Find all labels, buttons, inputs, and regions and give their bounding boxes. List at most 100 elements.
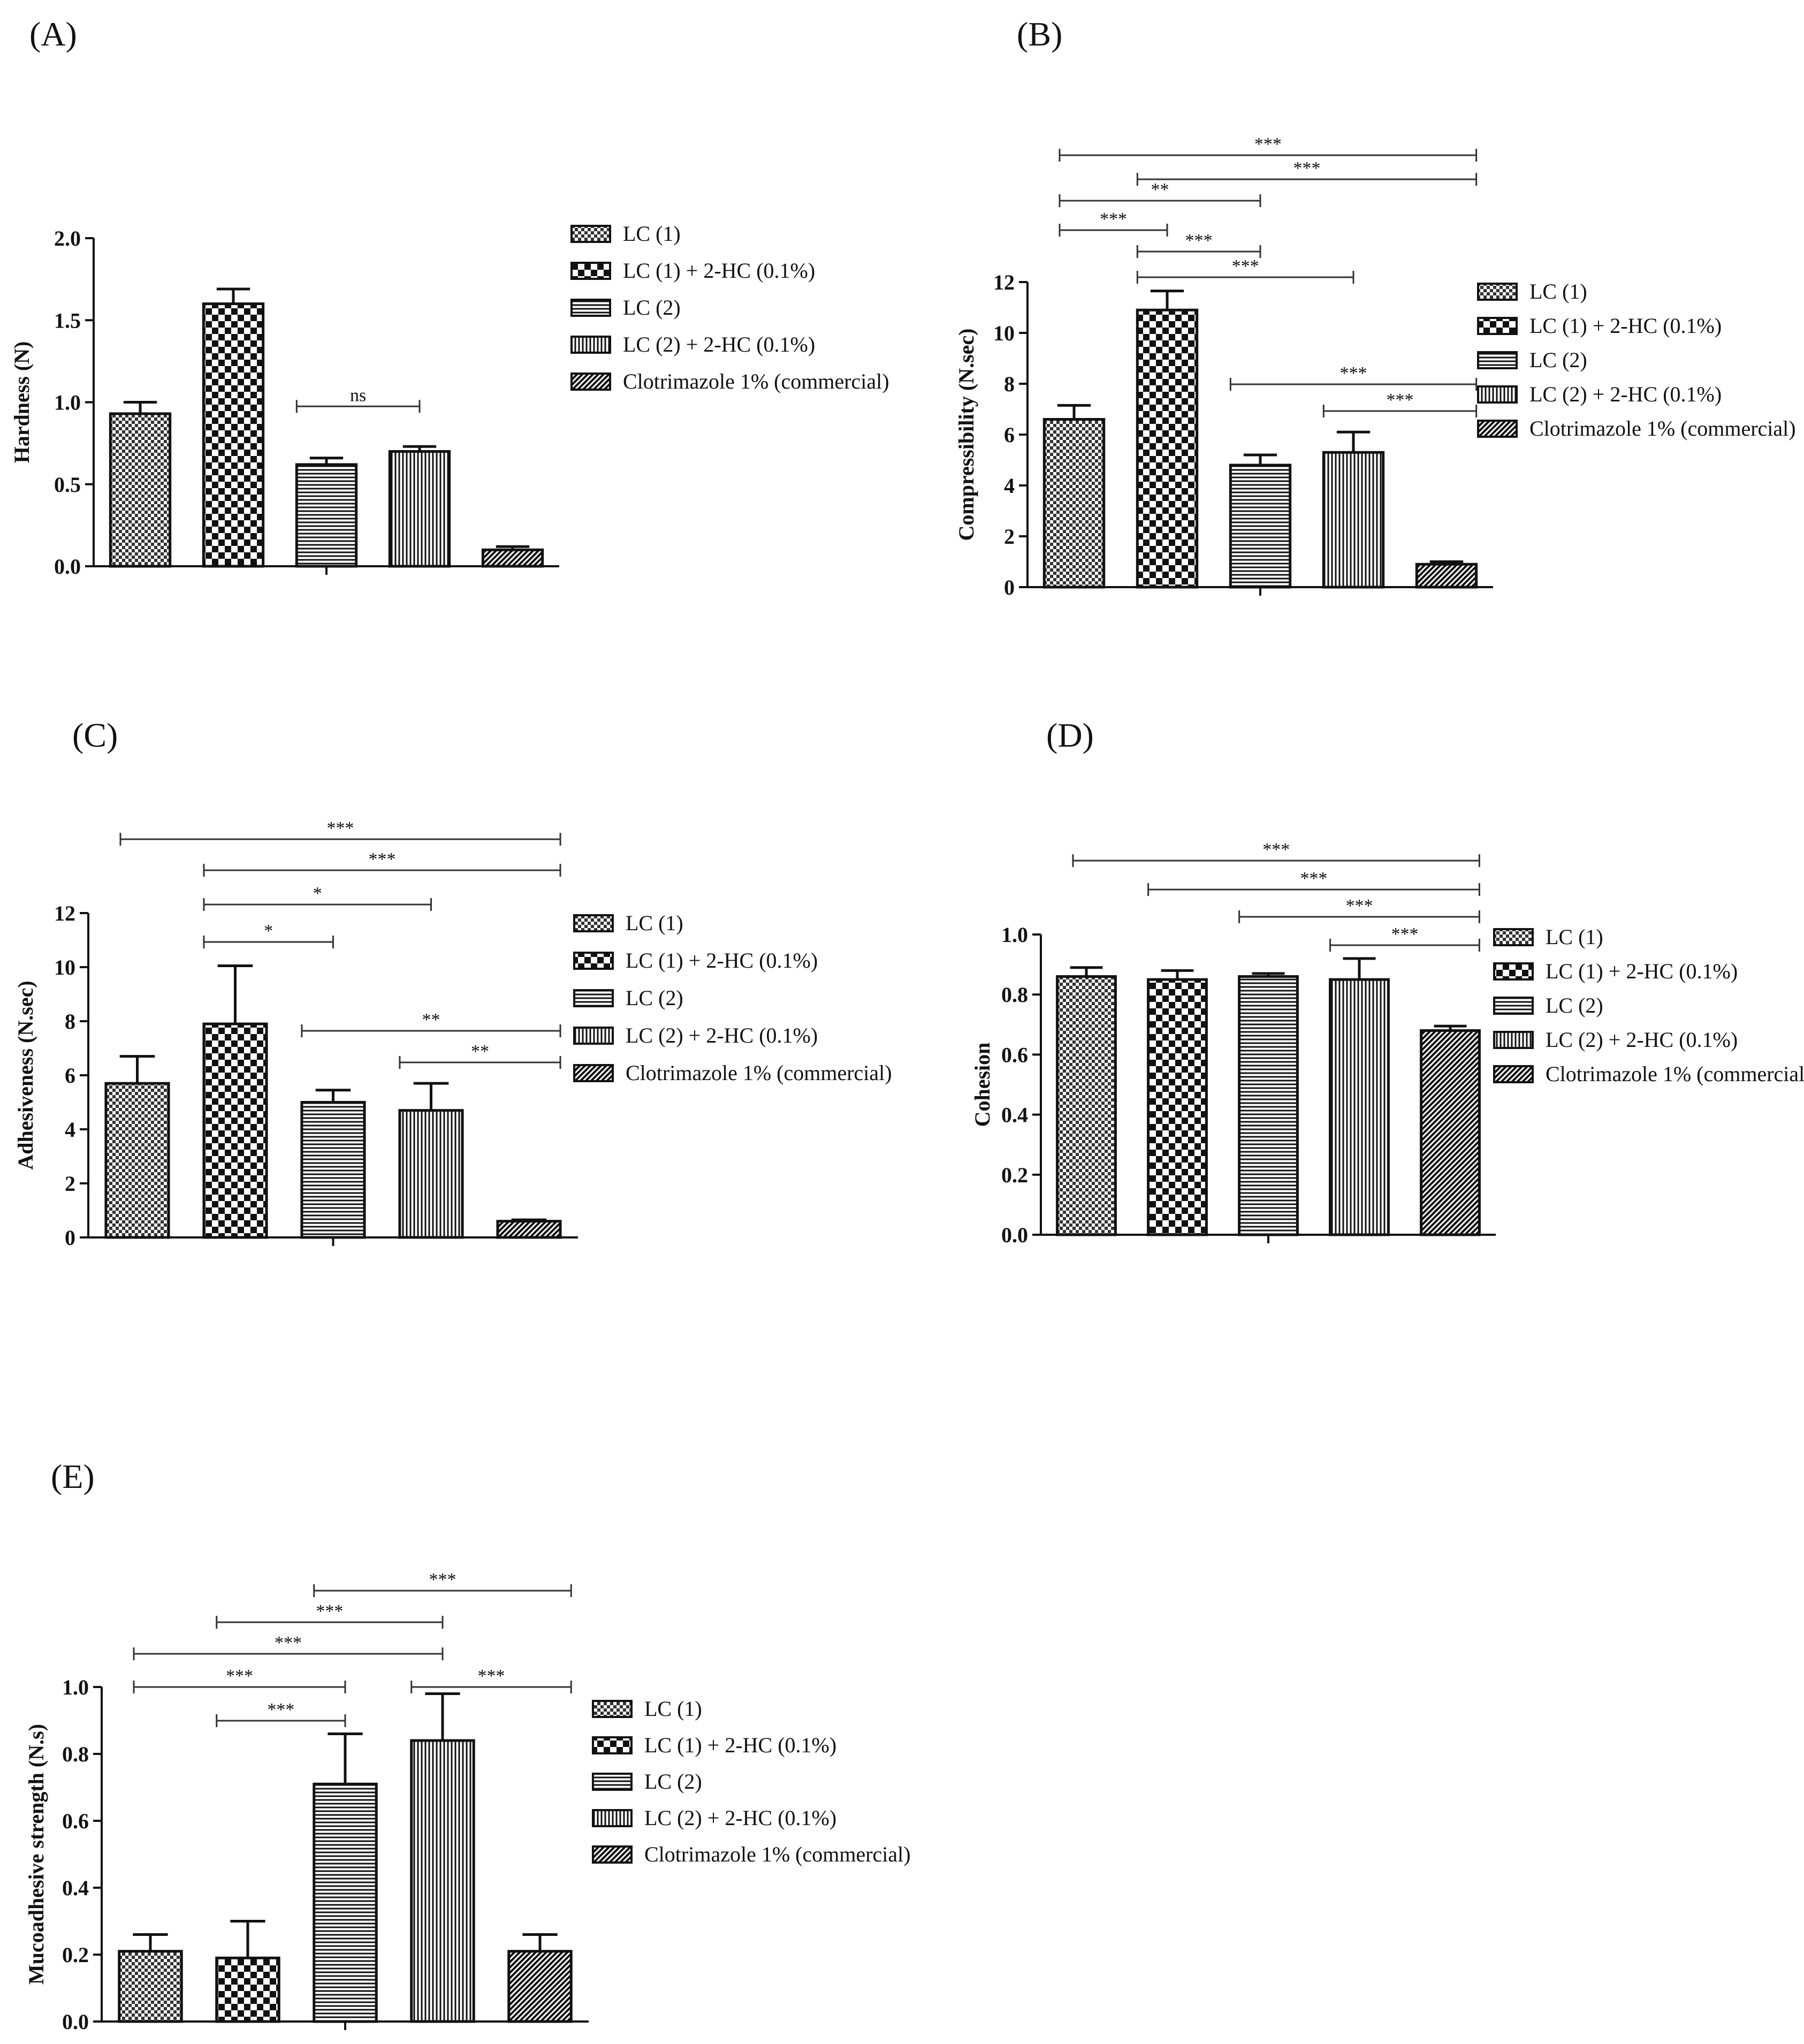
significance-label: ***: [1232, 256, 1259, 276]
significance-label: ***: [1262, 840, 1290, 860]
y-tick-label: 0.6: [62, 1809, 89, 1833]
legend-label: LC (2) + 2-HC (0.1%): [644, 1806, 836, 1830]
y-tick-label: 0.2: [62, 1943, 89, 1967]
panels-root: (A) 0.0 0.5 1.0 1.5 2.0 Hardness (N) ns LC (1) LC…: [10, 15, 1804, 2034]
panel-letter: (E): [51, 1457, 95, 1495]
legend-label: Clotrimazole 1% (commercial): [1529, 416, 1796, 440]
y-tick-label: 2.0: [54, 226, 81, 250]
significance-label: ***: [429, 1570, 456, 1590]
legend-swatch: [1477, 351, 1518, 369]
bar: [1056, 975, 1117, 1236]
legend-label: LC (1): [1546, 925, 1603, 949]
legend-label: Clotrimazole 1% (commercial): [626, 1061, 892, 1085]
y-axis-label: Compressibility (N.sec): [954, 329, 978, 541]
legend-swatch: [1477, 385, 1518, 404]
y-tick-label: 0: [65, 1226, 75, 1250]
bar: [295, 463, 358, 568]
significance-label: ***: [316, 1601, 343, 1621]
significance-label: ***: [1391, 924, 1419, 944]
legend-label: Clotrimazole 1% (commercial): [644, 1842, 911, 1866]
significance-label: ***: [1387, 390, 1414, 410]
y-tick-label: 8: [65, 1009, 75, 1034]
legend-swatch: [592, 1809, 633, 1827]
bar: [215, 1956, 280, 2023]
y-tick-label: 0.2: [1001, 1163, 1028, 1187]
significance-label: ***: [1300, 869, 1328, 888]
legend-swatch: [573, 989, 614, 1007]
y-tick-label: 4: [1004, 474, 1015, 498]
bar: [1329, 978, 1390, 1236]
legend-label: LC (2): [1546, 993, 1603, 1017]
panel-letter: (D): [1046, 716, 1094, 754]
legend-swatch: [1493, 928, 1534, 946]
y-tick-label: 1.0: [54, 391, 81, 415]
significance-label: ***: [267, 1700, 294, 1720]
y-tick-label: 12: [54, 901, 75, 925]
significance-label: ***: [1293, 158, 1321, 178]
legend-swatch: [592, 1845, 633, 1864]
y-tick-label: 0.4: [62, 1876, 89, 1900]
bar: [1229, 463, 1292, 589]
bar: [1420, 1029, 1481, 1236]
legend-label: LC (2): [626, 986, 683, 1010]
y-tick-label: 0.0: [54, 554, 81, 579]
y-tick-label: 1.0: [62, 1675, 89, 1699]
legend-label: LC (2): [1529, 348, 1587, 372]
significance-label: ***: [1100, 209, 1127, 229]
y-tick-label: 6: [65, 1063, 75, 1088]
legend-swatch: [592, 1736, 633, 1754]
legend-swatch: [570, 299, 611, 317]
panel-letter: (A): [29, 15, 77, 53]
y-tick-label: 0.6: [1001, 1043, 1028, 1067]
panel-letter: (C): [72, 716, 118, 754]
legend-label: LC (2): [623, 295, 681, 320]
bar: [1147, 978, 1208, 1236]
bar: [1322, 451, 1385, 589]
legend-swatch: [592, 1700, 633, 1718]
y-tick-label: 0.8: [1001, 983, 1028, 1007]
significance-label: ***: [226, 1666, 253, 1686]
panel-4: (E) 0.0 0.2 0.4 0.6 0.8 1.0 Mucoadhesive streng…: [24, 1457, 910, 2034]
legend-swatch: [570, 336, 611, 354]
legend-label: LC (1) + 2-HC (0.1%): [644, 1733, 836, 1757]
bar: [410, 1739, 475, 2023]
legend-swatch: [1477, 420, 1518, 438]
significance-label: ***: [1185, 231, 1213, 250]
legend-label: LC (1) + 2-HC (0.1%): [623, 259, 815, 283]
legend-label: LC (1) + 2-HC (0.1%): [1546, 959, 1738, 983]
significance-label: ***: [1346, 896, 1373, 916]
significance-label: ***: [1254, 134, 1282, 154]
significance-label: **: [422, 1010, 440, 1030]
bar: [398, 1109, 464, 1239]
legend-swatch: [1493, 997, 1534, 1015]
legend-swatch: [1493, 962, 1534, 981]
legend-label: LC (1) + 2-HC (0.1%): [626, 948, 818, 972]
bar: [388, 450, 451, 568]
legend-swatch: [1493, 1031, 1534, 1049]
legend-label: LC (2) + 2-HC (0.1%): [1546, 1028, 1738, 1052]
legend-swatch: [573, 914, 614, 932]
y-tick-label: 1.0: [1001, 923, 1028, 947]
bar: [507, 1950, 573, 2023]
bar: [1136, 308, 1199, 589]
significance-label: *: [264, 921, 273, 941]
y-tick-label: 0.4: [1001, 1103, 1028, 1127]
significance-label: ***: [327, 818, 354, 838]
bar: [1238, 975, 1299, 1236]
legend-swatch: [1493, 1065, 1534, 1083]
legend-swatch: [573, 1027, 614, 1045]
bar: [109, 412, 172, 568]
y-tick-label: 0.0: [62, 2010, 89, 2034]
y-tick-label: 0.0: [1001, 1223, 1028, 1247]
legend-swatch: [1477, 283, 1518, 301]
y-tick-label: 0.5: [54, 473, 81, 497]
legend-swatch: [573, 1064, 614, 1082]
bar: [118, 1950, 183, 2023]
significance-label: ***: [275, 1633, 302, 1653]
bar: [313, 1782, 378, 2023]
y-tick-label: 0.8: [62, 1742, 89, 1766]
y-tick-label: 10: [993, 321, 1015, 345]
